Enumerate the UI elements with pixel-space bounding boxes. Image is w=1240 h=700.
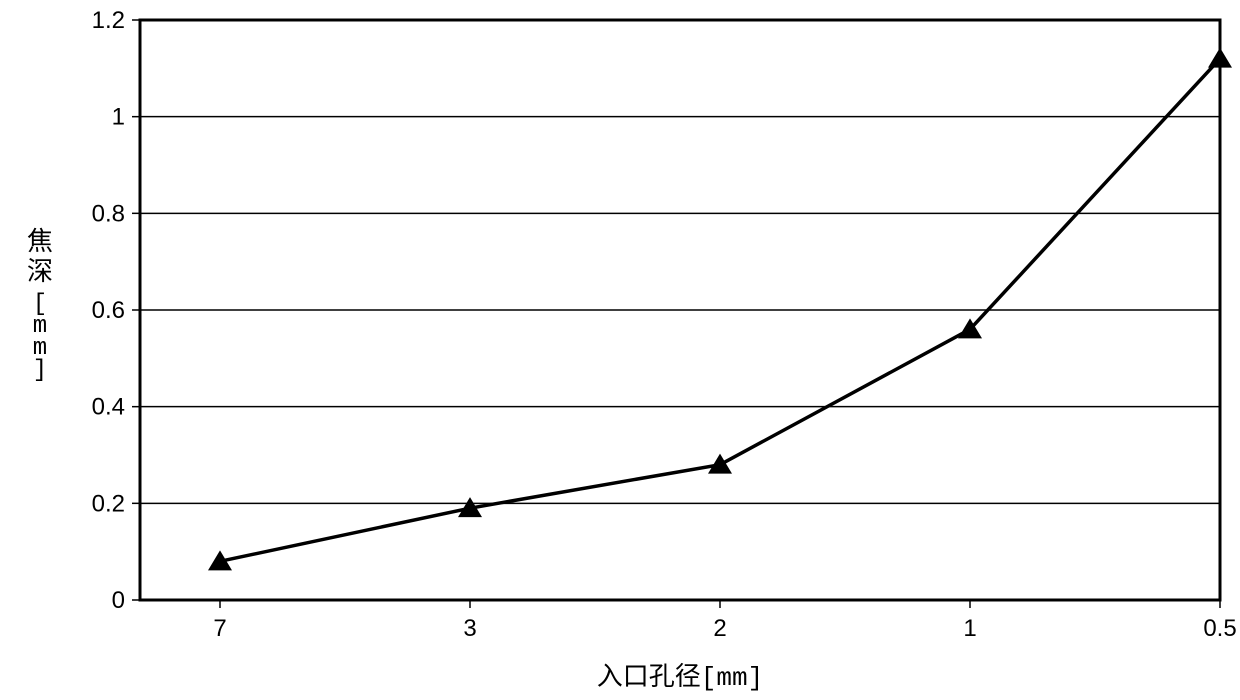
x-tick-label: 7 <box>213 615 226 642</box>
chart-container: 00.20.40.60.811.273210.5焦深[mm]入口孔径[mm] <box>0 0 1240 700</box>
y-tick-label: 1.2 <box>92 7 125 34</box>
svg-text:焦: 焦 <box>27 227 53 256</box>
y-tick-label: 0.6 <box>92 297 125 324</box>
y-tick-label: 0.8 <box>92 200 125 227</box>
x-tick-label: 0.5 <box>1203 615 1236 642</box>
x-tick-label: 3 <box>463 615 476 642</box>
line-chart: 00.20.40.60.811.273210.5焦深[mm]入口孔径[mm] <box>0 0 1240 700</box>
y-tick-label: 1 <box>112 104 125 131</box>
y-tick-label: 0.4 <box>92 394 125 421</box>
y-tick-label: 0.2 <box>92 490 125 517</box>
x-axis-label: 入口孔径[mm] <box>597 662 763 693</box>
x-tick-label: 2 <box>713 615 726 642</box>
svg-text:]: ] <box>33 357 47 384</box>
y-tick-label: 0 <box>112 587 125 614</box>
svg-text:深: 深 <box>27 257 53 286</box>
x-tick-label: 1 <box>963 615 976 642</box>
